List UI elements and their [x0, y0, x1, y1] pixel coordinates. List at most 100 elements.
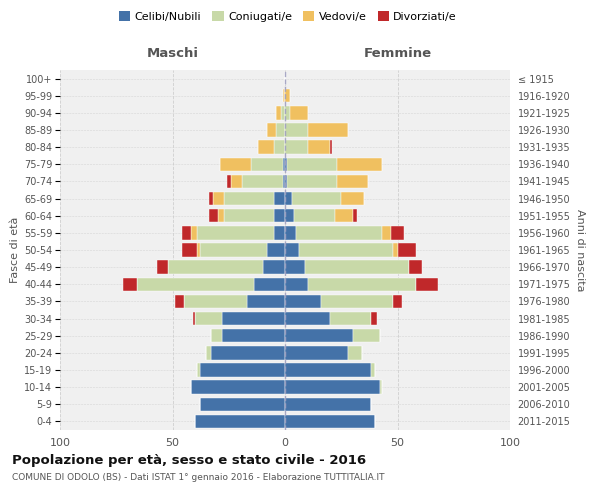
Bar	[285, 209, 294, 222]
Bar	[296, 226, 382, 239]
Bar	[287, 174, 337, 188]
Bar	[348, 346, 361, 360]
Bar	[224, 192, 274, 205]
Bar	[415, 278, 438, 291]
Bar	[285, 192, 292, 205]
Bar	[285, 140, 308, 154]
Bar	[393, 294, 402, 308]
Bar	[254, 278, 285, 291]
Bar	[274, 140, 285, 154]
Bar	[353, 209, 357, 222]
Y-axis label: Anni di nascita: Anni di nascita	[575, 209, 584, 291]
Bar	[305, 260, 409, 274]
Bar	[182, 226, 191, 239]
Bar	[330, 140, 332, 154]
Bar	[137, 278, 254, 291]
Bar	[285, 244, 299, 256]
Bar	[197, 244, 199, 256]
Bar	[285, 89, 290, 102]
Bar	[276, 124, 285, 136]
Bar	[274, 209, 285, 222]
Bar	[285, 106, 290, 120]
Bar	[157, 260, 168, 274]
Bar	[199, 398, 285, 411]
Bar	[283, 158, 285, 171]
Bar	[283, 174, 285, 188]
Bar	[285, 124, 308, 136]
Bar	[290, 106, 308, 120]
Bar	[285, 158, 287, 171]
Bar	[380, 380, 382, 394]
Text: Femmine: Femmine	[364, 46, 431, 60]
Bar	[285, 260, 305, 274]
Bar	[276, 106, 281, 120]
Bar	[274, 192, 285, 205]
Bar	[182, 244, 197, 256]
Bar	[168, 260, 263, 274]
Bar	[285, 312, 330, 326]
Bar	[211, 346, 285, 360]
Bar	[285, 329, 353, 342]
Bar	[267, 244, 285, 256]
Bar	[285, 278, 308, 291]
Bar	[308, 124, 348, 136]
Bar	[247, 294, 285, 308]
Bar	[398, 244, 415, 256]
Bar	[242, 174, 283, 188]
Legend: Celibi/Nubili, Coniugati/e, Vedovi/e, Divorziati/e: Celibi/Nubili, Coniugati/e, Vedovi/e, Di…	[116, 8, 460, 25]
Bar	[251, 158, 283, 171]
Text: Popolazione per età, sesso e stato civile - 2016: Popolazione per età, sesso e stato civil…	[12, 454, 366, 467]
Bar	[341, 192, 364, 205]
Bar	[285, 226, 296, 239]
Bar	[285, 414, 375, 428]
Bar	[195, 414, 285, 428]
Bar	[330, 312, 371, 326]
Bar	[294, 209, 335, 222]
Bar	[321, 294, 393, 308]
Bar	[283, 89, 285, 102]
Bar	[258, 140, 274, 154]
Bar	[393, 244, 398, 256]
Bar	[199, 244, 267, 256]
Bar	[197, 226, 274, 239]
Bar	[353, 329, 380, 342]
Bar	[337, 158, 382, 171]
Bar	[231, 174, 242, 188]
Bar	[123, 278, 137, 291]
Bar	[193, 312, 195, 326]
Bar	[195, 312, 222, 326]
Bar	[308, 278, 415, 291]
Bar	[213, 192, 224, 205]
Bar	[197, 364, 199, 376]
Bar	[285, 380, 380, 394]
Bar	[218, 209, 224, 222]
Bar	[224, 209, 274, 222]
Bar	[175, 294, 184, 308]
Bar	[227, 174, 231, 188]
Bar	[409, 260, 422, 274]
Bar	[267, 124, 276, 136]
Bar	[292, 192, 341, 205]
Bar	[335, 209, 353, 222]
Bar	[209, 209, 218, 222]
Y-axis label: Fasce di età: Fasce di età	[10, 217, 20, 283]
Bar	[184, 294, 247, 308]
Bar	[371, 364, 375, 376]
Bar	[222, 329, 285, 342]
Bar	[220, 158, 251, 171]
Bar	[308, 140, 330, 154]
Bar	[382, 226, 391, 239]
Bar	[285, 364, 371, 376]
Bar	[285, 346, 348, 360]
Bar	[299, 244, 393, 256]
Bar	[274, 226, 285, 239]
Bar	[391, 226, 404, 239]
Bar	[206, 346, 211, 360]
Bar	[287, 158, 337, 171]
Text: COMUNE DI ODOLO (BS) - Dati ISTAT 1° gennaio 2016 - Elaborazione TUTTITALIA.IT: COMUNE DI ODOLO (BS) - Dati ISTAT 1° gen…	[12, 472, 385, 482]
Bar	[191, 226, 197, 239]
Bar	[371, 312, 377, 326]
Bar	[285, 398, 371, 411]
Bar	[285, 174, 287, 188]
Text: Maschi: Maschi	[146, 46, 199, 60]
